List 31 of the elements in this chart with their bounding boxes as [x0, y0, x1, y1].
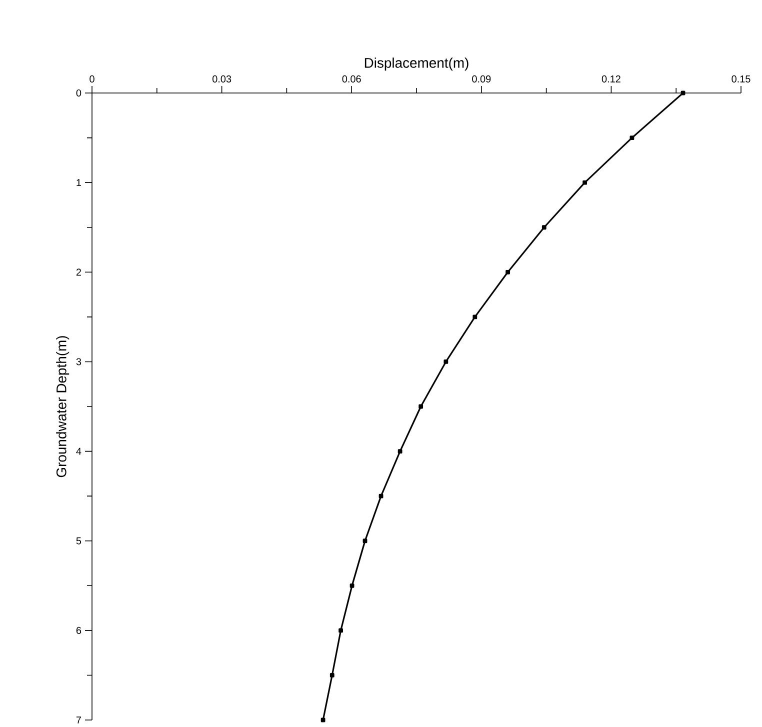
x-tick-label: 0.09 — [472, 75, 491, 82]
point — [582, 180, 588, 185]
point — [472, 314, 478, 320]
y-axis-title: Groundwater Depth(m) — [56, 336, 70, 478]
x-tick-label: 0.06 — [342, 75, 361, 82]
y-tick-label: 4 — [76, 448, 82, 455]
x-tick-label: 0.15 — [732, 75, 750, 82]
point — [398, 449, 402, 454]
point — [338, 628, 343, 633]
x-tick-label: 0 — [90, 75, 94, 82]
point — [630, 136, 634, 140]
y-tick-label: 5 — [76, 537, 82, 544]
y-tick-label: 1 — [76, 179, 81, 186]
point — [320, 718, 326, 722]
y-tick-label: 3 — [76, 358, 82, 366]
point — [350, 583, 354, 588]
x-axis-title: Displacement(m) — [364, 58, 468, 71]
x-tick-label: 0.03 — [212, 75, 232, 82]
y-tick-label: 6 — [76, 626, 82, 634]
point — [330, 673, 334, 678]
point — [418, 404, 424, 409]
point — [362, 538, 368, 544]
y-tick-label: 2 — [76, 268, 81, 276]
point — [542, 225, 546, 230]
y-tick-label: 7 — [76, 716, 81, 724]
x-tick-label: 0.12 — [602, 75, 620, 82]
point — [506, 270, 510, 274]
point — [680, 90, 686, 96]
y-tick-label: 0 — [76, 89, 82, 97]
point — [444, 360, 448, 364]
point — [378, 494, 384, 498]
